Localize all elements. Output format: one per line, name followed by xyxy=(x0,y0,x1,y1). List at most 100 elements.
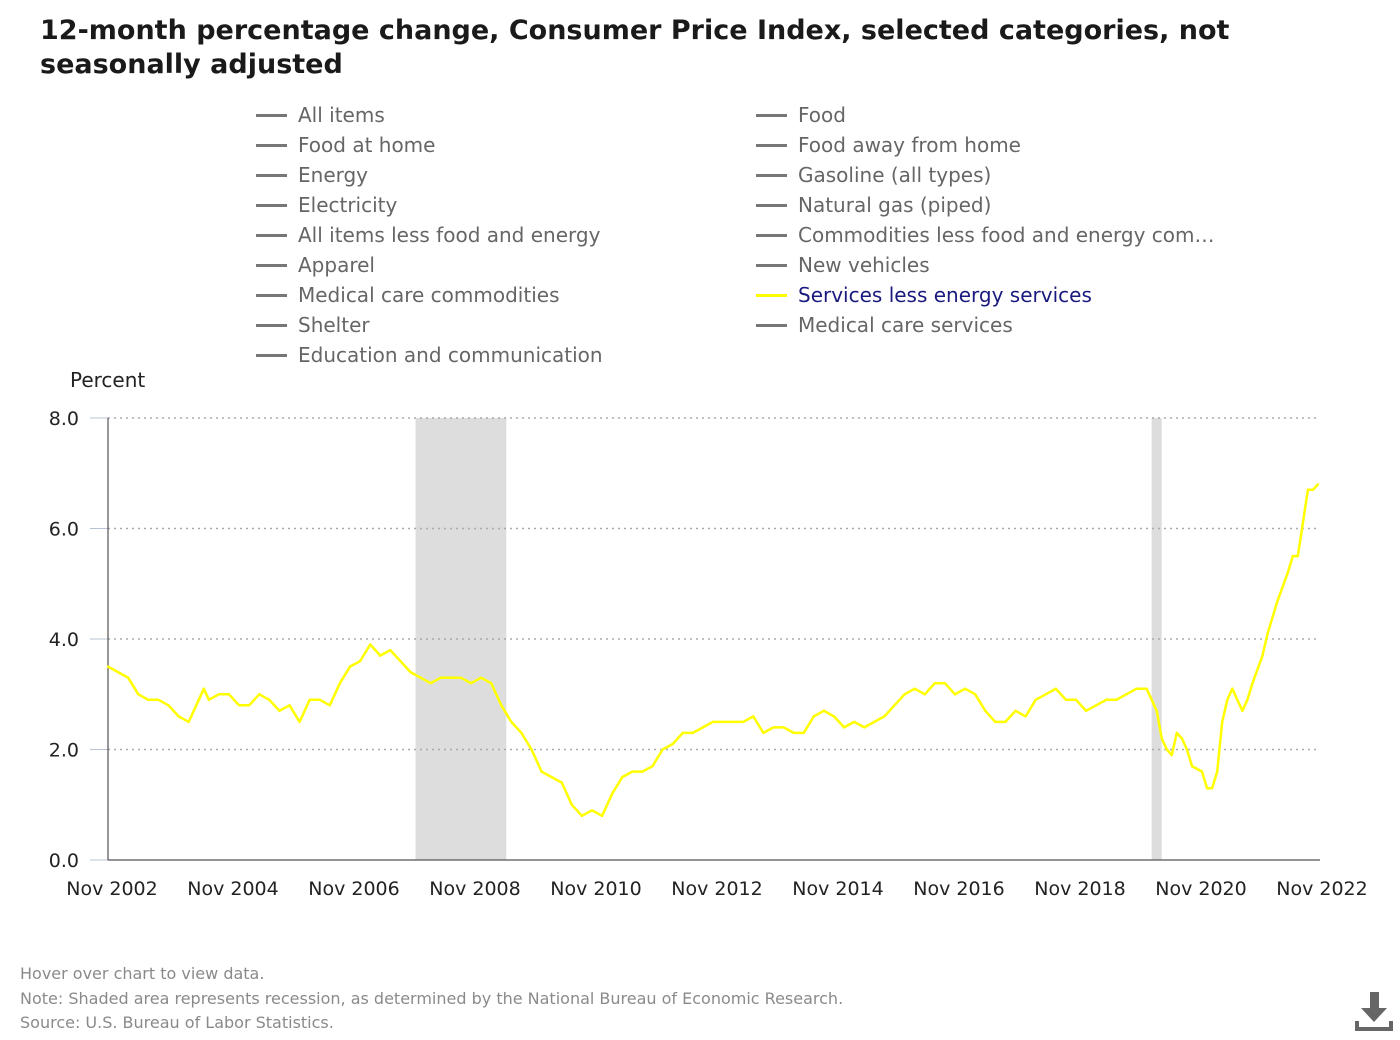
data-point xyxy=(429,682,432,685)
data-point xyxy=(489,682,493,685)
x-tick-label: Nov 2006 xyxy=(308,878,399,900)
data-point xyxy=(1266,632,1269,635)
data-point xyxy=(530,748,533,751)
data-point xyxy=(1125,693,1128,696)
legend-item-food-at-home[interactable]: Food at home xyxy=(256,130,435,160)
legend-item-apparel[interactable]: Apparel xyxy=(256,250,375,280)
data-point xyxy=(963,687,967,690)
x-tick-label: Nov 2014 xyxy=(792,878,883,900)
legend-swatch xyxy=(756,233,787,237)
legend-item-new-vehicles[interactable]: New vehicles xyxy=(756,250,930,280)
data-point xyxy=(903,693,906,696)
data-point xyxy=(439,676,442,679)
legend-item-gasoline-all-types[interactable]: Gasoline (all types) xyxy=(756,160,991,190)
data-point xyxy=(1105,698,1108,701)
legend-item-medical-care-commodities[interactable]: Medical care commodities xyxy=(256,280,559,310)
legend-swatch xyxy=(256,323,287,327)
legend-item-energy[interactable]: Energy xyxy=(256,160,368,190)
legend-item-food-away-from-home[interactable]: Food away from home xyxy=(756,130,1021,160)
data-point xyxy=(883,715,886,718)
data-point xyxy=(1175,731,1179,735)
x-tick-label: Nov 2022 xyxy=(1276,878,1367,900)
chart-footer: Hover over chart to view data. Note: Sha… xyxy=(20,962,843,1036)
data-point xyxy=(721,720,725,724)
line-chart[interactable]: 0.0 2.0 4.0 6.0 8.0 Nov 2002 Nov 2004 Nov 2006 N… xyxy=(0,400,1400,900)
legend-item-services-less-energy-services[interactable]: Services less energy services xyxy=(756,280,1092,310)
data-point xyxy=(742,720,745,724)
data-point xyxy=(147,698,150,701)
legend-item-food[interactable]: Food xyxy=(756,100,846,130)
data-point xyxy=(1155,709,1158,713)
data-point xyxy=(923,693,926,696)
data-point xyxy=(268,698,271,701)
hover-hint: Hover over chart to view data. xyxy=(20,964,265,983)
data-point xyxy=(288,704,291,707)
data-point xyxy=(197,698,200,701)
data-point xyxy=(1286,571,1289,574)
data-point xyxy=(1301,521,1305,525)
data-point xyxy=(863,726,866,729)
data-point xyxy=(651,764,654,768)
x-tick-label: Nov 2012 xyxy=(671,878,762,900)
data-point xyxy=(641,770,644,773)
data-point xyxy=(953,693,957,696)
download-icon[interactable] xyxy=(1352,990,1396,1034)
data-point xyxy=(1185,748,1189,751)
y-tick-label: 4.0 xyxy=(49,629,79,651)
y-tick-label: 8.0 xyxy=(49,408,79,430)
legend-item-medical-care-services[interactable]: Medical care services xyxy=(756,310,1013,340)
data-point xyxy=(318,698,321,701)
data-point xyxy=(731,720,735,724)
legend-item-education-and-communication[interactable]: Education and communication xyxy=(256,340,603,370)
legend-swatch xyxy=(256,293,287,297)
data-point xyxy=(1064,698,1068,701)
data-point xyxy=(409,670,412,674)
data-point xyxy=(631,770,634,773)
legend-swatch xyxy=(756,203,787,207)
recession-band xyxy=(415,418,507,860)
data-point xyxy=(913,687,916,690)
data-point xyxy=(126,676,130,679)
data-point xyxy=(479,676,483,679)
data-point xyxy=(994,720,997,724)
data-point xyxy=(852,720,856,724)
data-point xyxy=(782,726,785,729)
legend-item-all-items-less-food-and-energy[interactable]: All items less food and energy xyxy=(256,220,600,250)
legend-item-shelter[interactable]: Shelter xyxy=(256,310,370,340)
legend-swatch xyxy=(256,143,287,147)
legend-swatch xyxy=(256,233,287,237)
data-point xyxy=(1296,554,1300,558)
legend-label: Food away from home xyxy=(798,133,1021,157)
data-point xyxy=(1094,704,1098,707)
legend-swatch xyxy=(256,353,287,357)
legend-label: Electricity xyxy=(298,193,398,217)
data-point xyxy=(237,704,241,707)
legend-item-all-items[interactable]: All items xyxy=(256,100,385,130)
data-point xyxy=(278,709,281,713)
data-point xyxy=(1044,693,1047,696)
x-tick-label: Nov 2016 xyxy=(913,878,1004,900)
chart-title: 12-month percentage change, Consumer Pri… xyxy=(40,15,1230,80)
x-tick-label: Nov 2004 xyxy=(187,878,278,900)
legend-label: Natural gas (piped) xyxy=(798,193,992,217)
data-point xyxy=(1210,786,1214,790)
data-point xyxy=(348,665,352,668)
data-point xyxy=(661,748,664,751)
data-point xyxy=(1160,737,1163,740)
recession-note: Note: Shaded area represents recession, … xyxy=(20,988,844,1008)
legend-item-electricity[interactable]: Electricity xyxy=(256,190,397,220)
data-point xyxy=(752,715,755,718)
legend-item-natural-gas-piped[interactable]: Natural gas (piped) xyxy=(756,190,991,220)
legend-item-commodities-less-food-and-energy-com[interactable]: Commodities less food and energy com… xyxy=(756,220,1215,250)
data-point xyxy=(298,720,301,724)
data-point xyxy=(520,731,523,735)
data-point xyxy=(762,731,765,735)
legend-label: Medical care services xyxy=(798,313,1013,337)
legend-swatch xyxy=(256,263,287,267)
x-tick-label: Nov 2010 xyxy=(550,878,641,900)
data-point xyxy=(1246,698,1249,701)
legend-label: Shelter xyxy=(298,313,370,337)
data-point xyxy=(177,715,180,718)
data-point xyxy=(1226,698,1229,701)
data-point xyxy=(389,648,392,652)
